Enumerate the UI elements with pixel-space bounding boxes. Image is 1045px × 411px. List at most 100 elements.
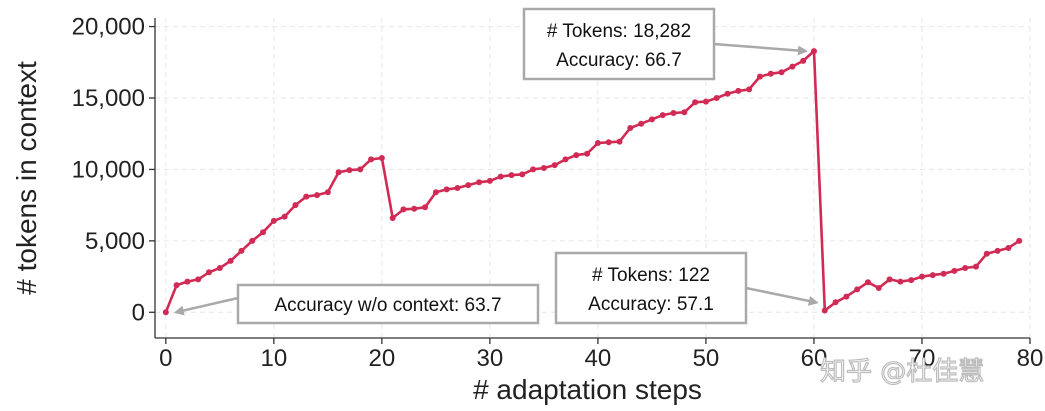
data-point-58 xyxy=(789,63,796,70)
data-point-30 xyxy=(486,177,493,184)
data-point-16 xyxy=(335,169,342,176)
data-point-53 xyxy=(735,87,742,94)
x-tick-label-7: 70 xyxy=(909,345,936,372)
annotation-reset-box xyxy=(554,251,748,325)
data-point-31 xyxy=(497,173,504,180)
data-point-6 xyxy=(227,257,234,264)
data-point-57 xyxy=(778,69,785,76)
y-axis-label: # tokens in context xyxy=(11,61,42,295)
data-point-21 xyxy=(389,215,396,221)
data-point-70 xyxy=(918,273,925,280)
data-point-4 xyxy=(206,269,213,276)
y-tick-label-0: 0 xyxy=(132,299,145,326)
annotation-reset-arrow xyxy=(745,286,819,306)
annotation-reset-line1: # Tokens: 122 xyxy=(592,265,710,286)
x-tick-label-4: 40 xyxy=(585,345,612,372)
annotation-start-box xyxy=(236,283,540,325)
data-point-29 xyxy=(476,179,483,186)
x-tick-label-6: 60 xyxy=(801,345,828,372)
data-point-50 xyxy=(702,98,709,105)
data-point-12 xyxy=(292,202,299,209)
data-point-33 xyxy=(519,171,526,178)
data-point-20 xyxy=(378,155,385,161)
annotation-peak-line2: Accuracy: 66.7 xyxy=(556,50,682,71)
annotation-peak-box xyxy=(522,7,716,81)
watermark: 知乎 @杜佳慧 xyxy=(820,357,984,387)
data-point-47 xyxy=(670,110,677,116)
y-tick-label-1: 5,000 xyxy=(85,228,145,255)
annotation-start-arrow xyxy=(173,296,239,316)
data-point-37 xyxy=(562,156,569,163)
data-point-42 xyxy=(616,138,623,145)
data-point-48 xyxy=(681,109,688,116)
data-point-9 xyxy=(260,229,267,236)
data-point-18 xyxy=(357,166,364,173)
data-points xyxy=(162,48,1023,316)
axes xyxy=(154,18,1030,339)
data-point-24 xyxy=(422,204,429,211)
data-point-77 xyxy=(994,247,1001,254)
data-point-78 xyxy=(1005,245,1012,251)
data-point-13 xyxy=(303,193,310,200)
data-point-60 xyxy=(810,48,817,55)
data-point-25 xyxy=(432,189,439,196)
data-point-27 xyxy=(454,185,461,191)
data-point-36 xyxy=(551,162,558,169)
data-point-17 xyxy=(346,167,353,174)
data-point-15 xyxy=(324,189,331,196)
annotations: Accuracy w/o context: 63.7 # Tokens: 18,2… xyxy=(173,7,819,325)
x-tick-label-3: 30 xyxy=(477,345,504,372)
data-point-74 xyxy=(962,265,969,271)
data-point-14 xyxy=(314,192,321,199)
data-point-28 xyxy=(465,182,472,189)
annotation-start: Accuracy w/o context: 63.7 xyxy=(173,283,540,325)
x-tick-label-0: 0 xyxy=(159,345,172,372)
x-tick-label-1: 10 xyxy=(260,345,287,372)
data-point-73 xyxy=(951,267,958,274)
data-point-45 xyxy=(648,116,655,123)
data-point-3 xyxy=(195,276,202,283)
data-point-43 xyxy=(627,125,634,131)
annotation-start-line1: Accuracy w/o context: 63.7 xyxy=(274,295,501,316)
y-tick-label-3: 15,000 xyxy=(72,85,145,112)
data-point-41 xyxy=(605,139,612,146)
data-point-26 xyxy=(443,186,450,193)
data-point-38 xyxy=(573,152,580,159)
data-point-35 xyxy=(540,165,547,171)
data-point-19 xyxy=(368,156,375,163)
data-point-0 xyxy=(162,309,169,316)
data-point-44 xyxy=(638,120,645,127)
data-point-46 xyxy=(659,112,666,119)
y-tick-label-4: 20,000 xyxy=(72,14,145,41)
annotation-peak-line1: # Tokens: 18,282 xyxy=(547,21,691,42)
data-point-11 xyxy=(281,213,288,220)
data-point-66 xyxy=(875,285,882,291)
x-axis-label: # adaptation steps xyxy=(473,374,702,405)
data-point-49 xyxy=(692,99,699,106)
x-tick-label-2: 20 xyxy=(369,345,396,372)
data-point-72 xyxy=(940,270,947,277)
x-ticks: 0 10 20 30 40 50 60 70 80 xyxy=(159,338,1043,372)
data-point-59 xyxy=(800,57,807,64)
data-point-55 xyxy=(756,73,763,80)
data-point-69 xyxy=(908,277,915,284)
data-point-2 xyxy=(184,278,191,285)
data-point-5 xyxy=(216,265,223,271)
annotation-reset: # Tokens: 122 Accuracy: 57.1 xyxy=(554,251,819,325)
data-point-52 xyxy=(724,90,731,97)
data-point-54 xyxy=(746,86,753,93)
data-point-65 xyxy=(864,279,871,286)
data-point-10 xyxy=(270,217,277,224)
x-tick-label-5: 50 xyxy=(693,345,720,372)
data-point-75 xyxy=(972,263,979,270)
data-point-7 xyxy=(238,247,245,254)
data-point-1 xyxy=(173,282,180,289)
data-point-51 xyxy=(713,95,720,101)
data-point-61 xyxy=(821,307,828,314)
data-point-8 xyxy=(249,237,256,244)
data-point-62 xyxy=(832,299,839,306)
data-point-76 xyxy=(983,250,990,257)
data-point-56 xyxy=(767,70,774,77)
annotation-peak-arrow xyxy=(713,42,808,56)
